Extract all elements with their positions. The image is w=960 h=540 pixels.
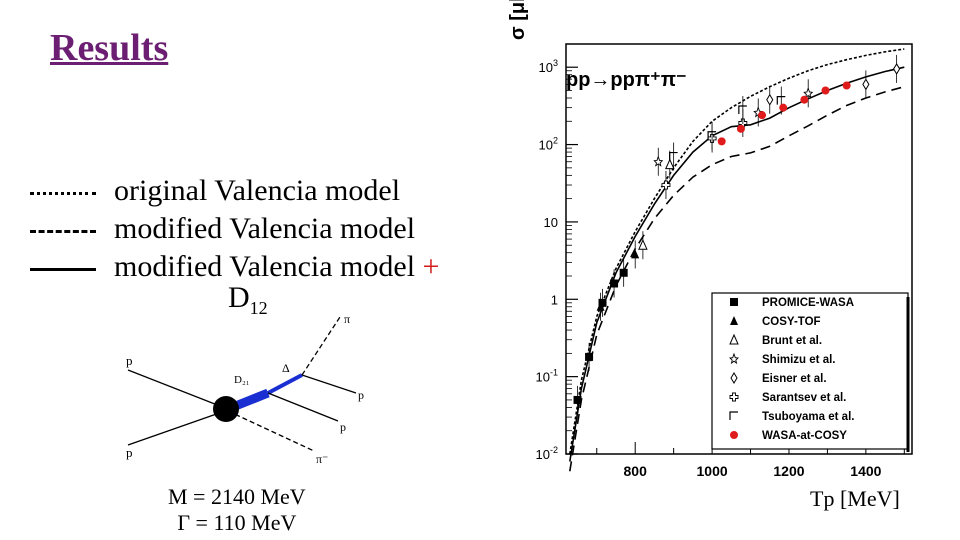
y-tick-label: 10: [544, 215, 558, 230]
proton-out-line-2: [267, 392, 339, 422]
plus-sign: +: [422, 250, 440, 283]
pi-minus-line: [227, 410, 315, 452]
label-resonance: D₂₁: [234, 374, 250, 386]
chart-legend: PROMICE-WASA COSY-TOF Brunt et al. Shimizu …: [711, 292, 910, 452]
chart-legend-box: [711, 292, 909, 450]
marker-circle: [800, 95, 809, 104]
marker-corner: [669, 151, 678, 161]
chart-legend-label: PROMICE-WASA: [762, 297, 854, 309]
marker-cross: [729, 392, 739, 402]
legend-label-modified: modified Valencia model: [114, 212, 416, 245]
curve-dashed: [569, 85, 905, 472]
marker-circle: [821, 86, 830, 95]
chart-legend-label: Tsuboyama et al.: [762, 411, 854, 423]
cross-section-chart: 10-2 10-1 1 10 102 103 800 1000 1200 1400 σ [μb]…: [507, 0, 913, 511]
marker-triangle: [596, 301, 605, 311]
label-pi-plus: π: [344, 312, 350, 326]
marker-square: [573, 395, 582, 404]
pi-plus-line: [301, 316, 341, 376]
proton-out-line-1: [301, 374, 357, 394]
chart-legend-label: Eisner et al.: [762, 373, 827, 385]
dotted-line-sample: [30, 192, 96, 195]
chart-legend-label: Shimizu et al.: [762, 354, 836, 366]
chart-legend-label: WASA-at-COSY: [762, 430, 847, 442]
label-p-in-1: p: [126, 353, 133, 368]
marker-square: [598, 298, 607, 307]
x-tick-label: 800: [624, 463, 648, 479]
marker-square: [730, 298, 738, 306]
feynman-diagram: p p D₂₁ Δ π p p π⁻: [126, 312, 364, 466]
marker-circle: [736, 124, 745, 133]
x-tick-label: 1200: [773, 463, 804, 479]
incoming-proton-line-2: [127, 410, 226, 446]
x-axis-label: Tp [MeV]: [810, 486, 900, 511]
marker-circle: [717, 137, 726, 146]
marker-diamond: [766, 93, 774, 106]
solid-line-sample: [30, 268, 96, 271]
marker-triangle: [631, 249, 640, 259]
incoming-proton-line-1: [127, 369, 226, 409]
marker-triangle-open: [638, 238, 648, 250]
y-tick-label: 103: [539, 58, 558, 75]
legend-row-modified: modified Valencia model: [28, 212, 448, 250]
label-p-in-2: p: [126, 445, 133, 460]
marker-circle: [842, 81, 851, 90]
label-p-out-2: p: [340, 420, 346, 434]
marker-corner: [738, 105, 747, 114]
marker-circle: [758, 111, 767, 120]
plot-frame: [565, 43, 913, 455]
legend-label-modified-d12: modified Valencia model +: [114, 250, 439, 284]
y-tick-label: 10-2: [536, 445, 558, 462]
data-points: [573, 54, 901, 414]
legend-label-original: original Valencia model: [114, 174, 401, 207]
y-tick-label: 1: [551, 292, 558, 307]
y-tick-label: 10-1: [536, 368, 558, 385]
curve-dotted: [569, 48, 905, 455]
marker-cross: [661, 180, 671, 190]
width-value: Γ = 110 MeV: [177, 510, 297, 535]
marker-circle: [730, 431, 738, 439]
resonance-parameters: M = 2140 MeV Γ = 110 MeV: [168, 484, 306, 536]
dashed-line-sample: [30, 230, 96, 233]
chart-legend-label: COSY-TOF: [762, 316, 821, 328]
label-delta: Δ: [282, 361, 290, 375]
marker-triangle-open: [729, 333, 739, 345]
y-axis-label: σ [μb]: [507, 0, 529, 40]
marker-square: [585, 352, 594, 361]
marker-corner: [776, 96, 786, 105]
marker-triangle: [730, 316, 738, 325]
marker-star: [729, 352, 739, 365]
model-legend: original Valencia model modified Valenci…: [28, 174, 448, 288]
chart-legend-label: Brunt et al.: [762, 335, 822, 347]
marker-square: [619, 268, 628, 277]
label-pi-minus: π⁻: [316, 452, 328, 466]
marker-diamond: [862, 78, 870, 91]
legend-label-modified-d12-text: modified Valencia model: [114, 250, 416, 283]
legend-row-original: original Valencia model: [28, 174, 448, 212]
marker-corner: [729, 411, 738, 420]
slide-title: Results: [50, 27, 169, 69]
label-p-out-1: p: [358, 388, 364, 402]
marker-diamond: [893, 62, 901, 75]
d12-letter: D: [228, 281, 250, 314]
marker-star: [803, 86, 814, 99]
marker-circle: [779, 103, 788, 112]
x-tick-label: 1400: [850, 463, 881, 479]
chart-legend-label: Sarantsev et al.: [762, 392, 846, 404]
legend-row-modified-d12: modified Valencia model +: [28, 250, 448, 288]
delta-line: [267, 373, 303, 395]
marker-triangle-open: [665, 158, 675, 170]
chart-title: pp→ppπ⁺π⁻: [566, 69, 687, 91]
mass-value: M = 2140 MeV: [168, 484, 306, 509]
y-tick-label: 102: [539, 136, 558, 153]
marker-square: [610, 279, 619, 288]
d12-label: D12: [228, 281, 268, 319]
x-tick-label: 1000: [697, 463, 728, 479]
marker-star: [653, 155, 664, 167]
vertex-blob: [213, 396, 239, 422]
marker-diamond: [730, 372, 738, 384]
y-axis-ticks: 10-2 10-1 1 10 102 103: [536, 58, 578, 462]
d12-subscript: 12: [249, 298, 268, 318]
marker-corner: [707, 131, 717, 140]
